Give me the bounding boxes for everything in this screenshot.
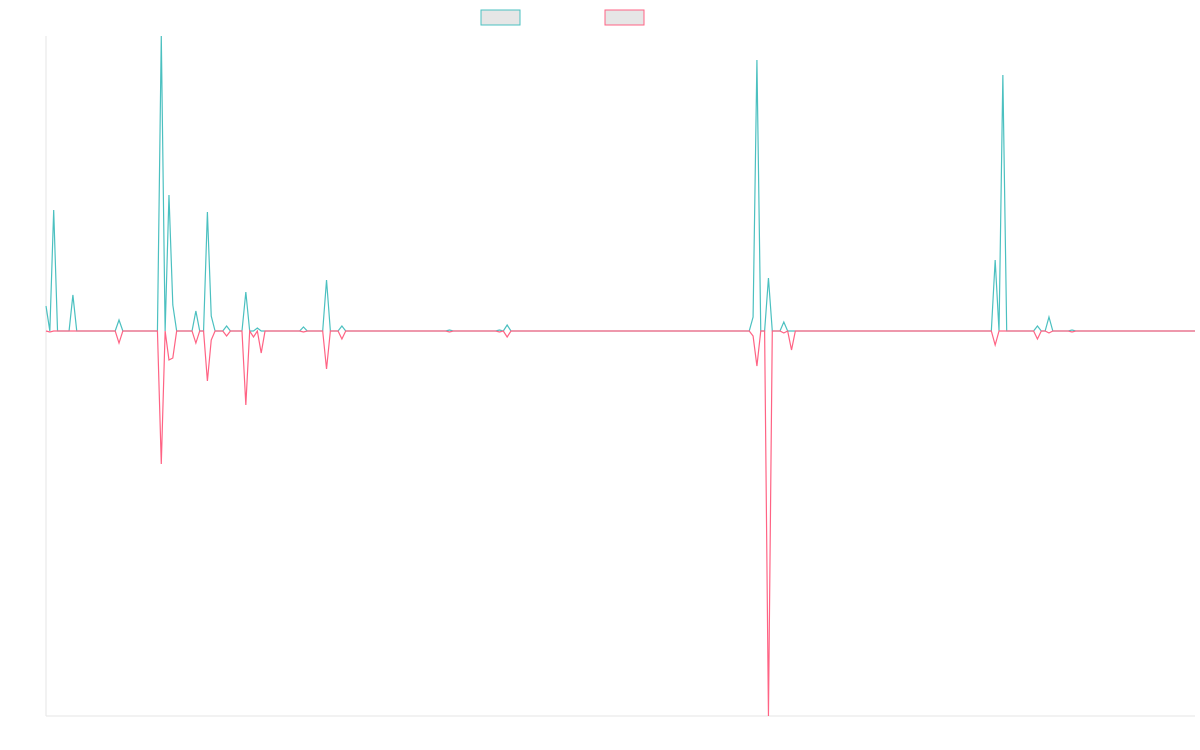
series-line: [45, 329, 1195, 717]
legend-swatch: [604, 9, 645, 26]
series-line: [45, 35, 1195, 332]
legend-swatch: [480, 9, 521, 26]
